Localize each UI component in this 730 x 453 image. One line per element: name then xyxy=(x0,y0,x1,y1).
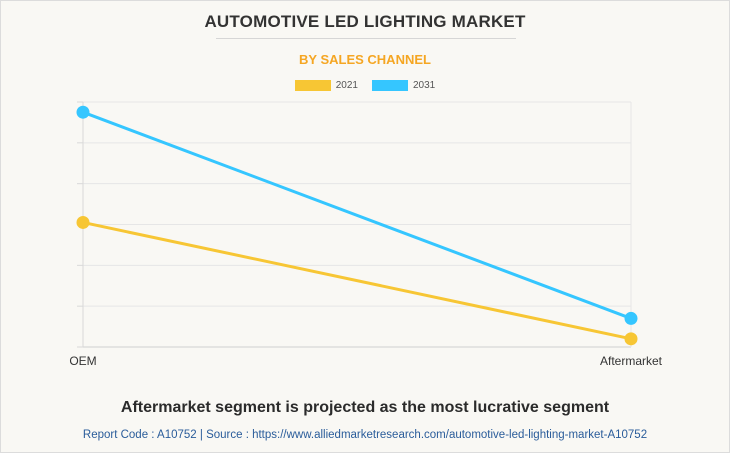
title-divider xyxy=(216,38,516,39)
chart-subtitle: BY SALES CHANNEL xyxy=(299,52,431,67)
data-point-2031-aftermarket xyxy=(624,311,638,325)
legend-swatch xyxy=(294,80,331,91)
series-line-2031 xyxy=(81,110,633,320)
legend-item-2021[interactable]: 2021 xyxy=(294,80,358,91)
x-tick-label: OEM xyxy=(69,354,96,368)
legend-item-2031[interactable]: 2031 xyxy=(372,80,435,91)
legend-label: 2021 xyxy=(335,80,358,91)
line-chart: OEM Aftermarket xyxy=(69,101,663,368)
legend-label: 2031 xyxy=(413,80,436,91)
x-tick-label: Aftermarket xyxy=(600,354,663,368)
source-footer[interactable]: Report Code : A10752 | Source : https://… xyxy=(82,429,648,441)
series-line-2021 xyxy=(81,220,633,341)
data-point-2021-aftermarket xyxy=(624,332,638,346)
data-point-2031-oem xyxy=(76,105,90,119)
data-point-2021-oem xyxy=(76,215,90,229)
chart-caption: Aftermarket segment is projected as the … xyxy=(120,399,610,416)
chart-title: AUTOMOTIVE LED LIGHTING MARKET xyxy=(204,12,526,31)
chart-legend: 2021 2031 xyxy=(1,80,729,91)
legend-swatch xyxy=(372,80,408,91)
